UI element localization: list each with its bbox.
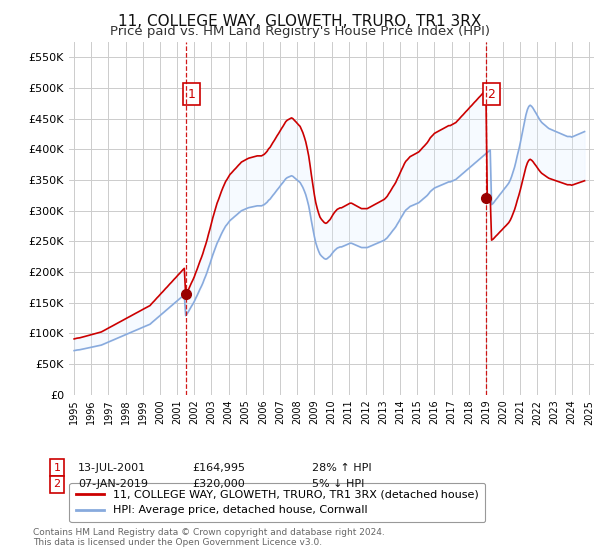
Text: 2: 2 <box>487 88 496 101</box>
Text: Price paid vs. HM Land Registry's House Price Index (HPI): Price paid vs. HM Land Registry's House … <box>110 25 490 38</box>
Text: £320,000: £320,000 <box>192 479 245 489</box>
Text: 13-JUL-2001: 13-JUL-2001 <box>78 463 146 473</box>
Text: 2: 2 <box>53 479 61 489</box>
Text: 5% ↓ HPI: 5% ↓ HPI <box>312 479 364 489</box>
Text: 1: 1 <box>53 463 61 473</box>
Text: 28% ↑ HPI: 28% ↑ HPI <box>312 463 371 473</box>
Text: 1: 1 <box>188 88 196 101</box>
Text: £164,995: £164,995 <box>192 463 245 473</box>
Text: Contains HM Land Registry data © Crown copyright and database right 2024.
This d: Contains HM Land Registry data © Crown c… <box>33 528 385 547</box>
Legend: 11, COLLEGE WAY, GLOWETH, TRURO, TR1 3RX (detached house), HPI: Average price, d: 11, COLLEGE WAY, GLOWETH, TRURO, TR1 3RX… <box>70 483 485 522</box>
Text: 11, COLLEGE WAY, GLOWETH, TRURO, TR1 3RX: 11, COLLEGE WAY, GLOWETH, TRURO, TR1 3RX <box>118 14 482 29</box>
Text: 07-JAN-2019: 07-JAN-2019 <box>78 479 148 489</box>
